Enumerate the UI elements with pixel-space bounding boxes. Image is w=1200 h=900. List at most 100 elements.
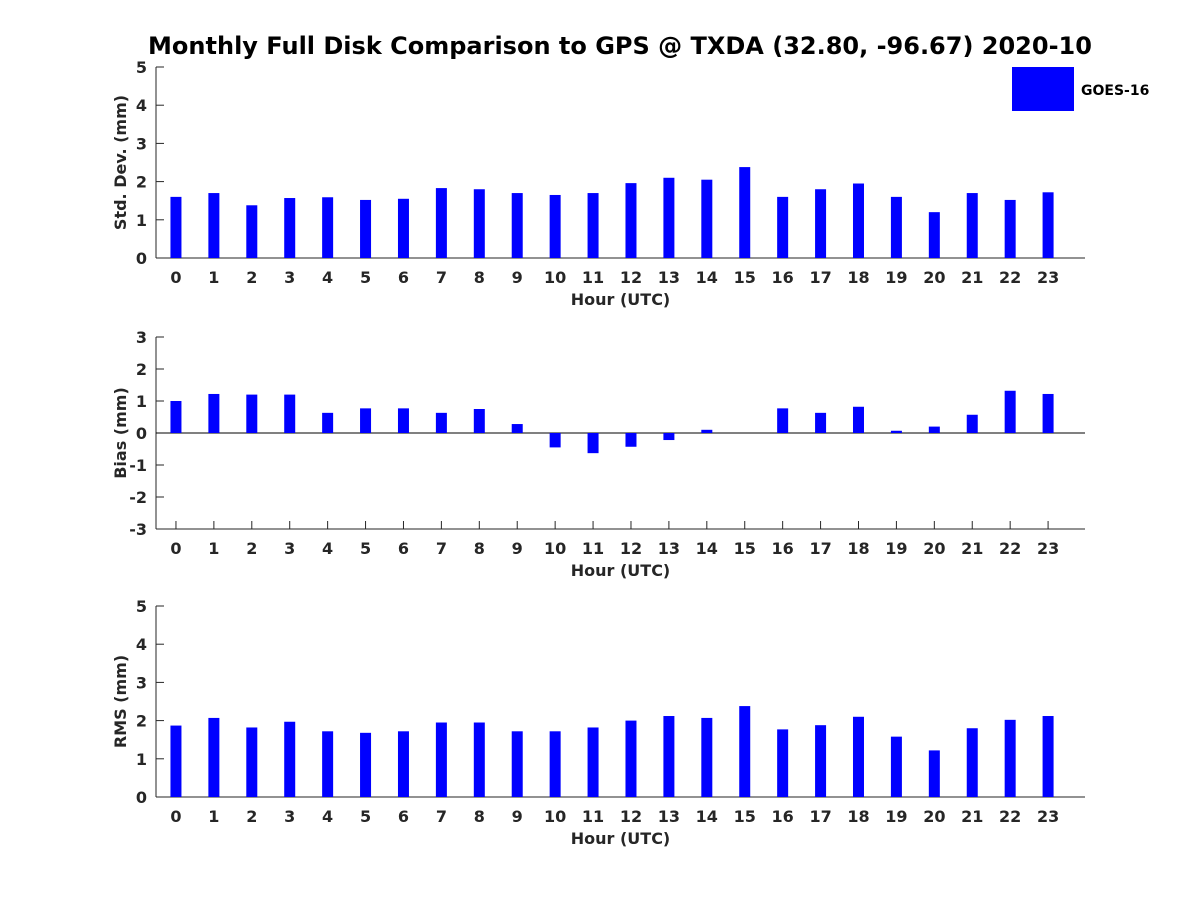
stddev-y-axis-label: Std. Dev. (mm): [111, 95, 130, 230]
bias-bar: [777, 408, 789, 433]
rms-bar: [777, 729, 789, 797]
bias-bar: [511, 424, 523, 433]
stddev-bar: [1004, 199, 1016, 258]
rms-bar: [473, 722, 485, 797]
stddev-y-tick-label: 3: [136, 134, 147, 153]
bias-bar: [890, 430, 902, 433]
rms-x-tick-label: 8: [474, 807, 485, 826]
stddev-x-tick-label: 19: [885, 268, 907, 287]
rms-y-tick-label: 5: [136, 597, 147, 616]
bias-y-tick-label: -1: [129, 456, 147, 475]
bias-x-tick-label: 21: [961, 539, 983, 558]
rms-bar: [1004, 719, 1016, 797]
stddev-x-tick-label: 18: [847, 268, 869, 287]
rms-bar: [890, 736, 902, 797]
rms-y-axis-label: RMS (mm): [111, 655, 130, 748]
stddev-x-tick-label: 9: [512, 268, 523, 287]
stddev-x-tick-label: 11: [582, 268, 604, 287]
bias-bar: [170, 401, 182, 433]
legend-label: GOES-16: [1081, 83, 1149, 99]
legend: GOES-16: [1012, 67, 1149, 111]
stddev-bar: [663, 177, 675, 258]
rms-bar: [360, 732, 372, 797]
bias-bar: [1042, 393, 1054, 433]
stddev-x-tick-label: 16: [772, 268, 794, 287]
bias-x-tick-label: 18: [847, 539, 869, 558]
stddev-bar: [890, 196, 902, 258]
rms-x-axis-label: Hour (UTC): [571, 829, 671, 848]
bias-x-tick-label: 23: [1037, 539, 1059, 558]
bias-x-tick-label: 10: [544, 539, 566, 558]
bias-bar: [966, 414, 978, 433]
stddev-x-tick-label: 15: [734, 268, 756, 287]
bias-bar: [397, 408, 409, 433]
rms-bar: [966, 728, 978, 797]
stddev-y-tick-label: 4: [136, 96, 147, 115]
stddev-bar: [777, 196, 789, 258]
stddev-y-tick-label: 0: [136, 249, 147, 268]
bias-x-tick-label: 1: [208, 539, 219, 558]
stddev-x-tick-label: 10: [544, 268, 566, 287]
stddev-bar: [549, 194, 561, 258]
stddev-x-tick-label: 17: [809, 268, 831, 287]
rms-x-tick-label: 0: [170, 807, 181, 826]
stddev-bar: [397, 198, 409, 258]
rms-x-tick-label: 19: [885, 807, 907, 826]
bias-x-tick-label: 2: [246, 539, 257, 558]
bias-x-tick-label: 14: [696, 539, 718, 558]
rms-x-tick-label: 18: [847, 807, 869, 826]
bias-x-tick-label: 11: [582, 539, 604, 558]
rms-y-tick-label: 0: [136, 788, 147, 807]
rms-y-tick-label: 1: [136, 750, 147, 769]
stddev-x-tick-label: 0: [170, 268, 181, 287]
stddev-bar: [966, 193, 978, 258]
rms-bar: [625, 720, 637, 797]
rms-x-tick-label: 9: [512, 807, 523, 826]
bias-bar: [473, 409, 485, 433]
rms-x-tick-label: 23: [1037, 807, 1059, 826]
rms-bar: [549, 731, 561, 797]
rms-bar: [435, 722, 447, 797]
bias-x-tick-label: 5: [360, 539, 371, 558]
bias-x-tick-label: 16: [772, 539, 794, 558]
stddev-bar: [852, 183, 864, 258]
rms-x-tick-label: 15: [734, 807, 756, 826]
stddev-bar: [360, 199, 372, 258]
bias-bar: [1004, 390, 1016, 433]
bias-bar: [322, 412, 334, 433]
stddev-x-tick-label: 4: [322, 268, 333, 287]
stddev-bar: [246, 205, 258, 258]
stddev-x-axis-label: Hour (UTC): [571, 290, 671, 309]
bias-x-tick-label: 19: [885, 539, 907, 558]
rms-bar: [170, 725, 182, 797]
bias-bar: [284, 394, 296, 433]
rms-x-tick-label: 22: [999, 807, 1021, 826]
stddev-x-tick-label: 20: [923, 268, 945, 287]
rms-x-tick-label: 2: [246, 807, 257, 826]
rms-bar: [852, 716, 864, 797]
bias-bar: [549, 433, 561, 448]
stddev-bar: [170, 196, 182, 258]
stddev-y-tick-label: 1: [136, 211, 147, 230]
stddev-x-tick-label: 12: [620, 268, 642, 287]
chart-title: Monthly Full Disk Comparison to GPS @ TX…: [148, 32, 1092, 60]
stddev-bar: [739, 167, 751, 258]
bias-x-tick-label: 7: [436, 539, 447, 558]
stddev-x-tick-label: 2: [246, 268, 257, 287]
rms-y-tick-label: 3: [136, 673, 147, 692]
rms-bar: [246, 727, 258, 797]
bias-bar: [435, 412, 447, 433]
rms-bar: [663, 716, 675, 797]
rms-bar: [284, 721, 296, 797]
stddev-bar: [511, 193, 523, 258]
bias-x-axis-label: Hour (UTC): [571, 561, 671, 580]
rms-x-tick-label: 4: [322, 807, 333, 826]
bias-bar: [360, 408, 372, 433]
stddev-x-tick-label: 6: [398, 268, 409, 287]
rms-x-tick-label: 14: [696, 807, 718, 826]
bias-x-tick-label: 15: [734, 539, 756, 558]
rms-x-tick-label: 12: [620, 807, 642, 826]
rms-x-tick-label: 10: [544, 807, 566, 826]
